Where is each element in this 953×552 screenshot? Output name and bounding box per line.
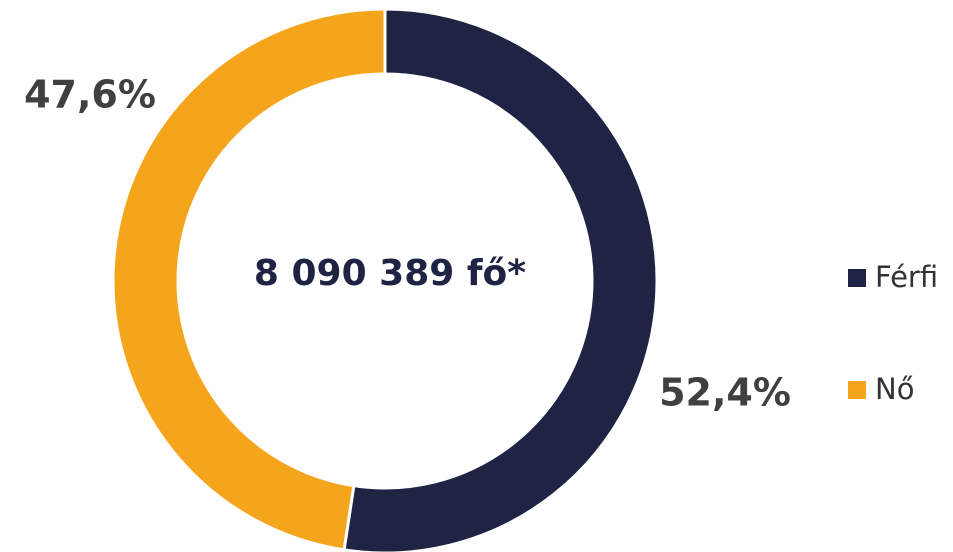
- legend-label: Férfi: [875, 260, 938, 294]
- legend-swatch: [848, 381, 866, 399]
- value-label: 52,4%: [659, 371, 791, 415]
- legend-swatch: [848, 269, 866, 287]
- value-label: 47,6%: [24, 73, 156, 117]
- slice: [342, 7, 659, 552]
- center-label: 8 090 389 fő*: [254, 253, 526, 294]
- legend-label: Nő: [875, 372, 914, 406]
- slice: [111, 7, 387, 552]
